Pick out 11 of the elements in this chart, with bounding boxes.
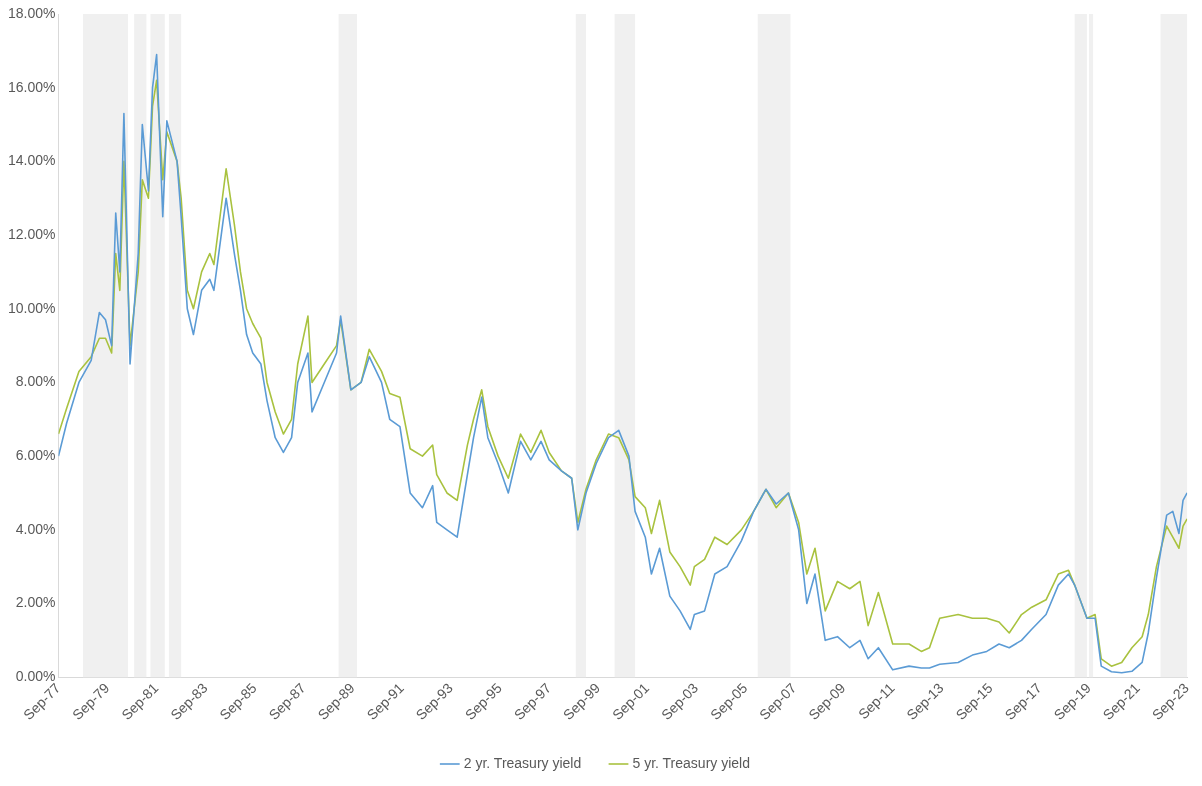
y-tick-label: 18.00% xyxy=(8,4,56,21)
y-tick-label: 2.00% xyxy=(15,594,56,611)
y-tick-label: 4.00% xyxy=(15,520,56,537)
y-tick-label: 8.00% xyxy=(15,373,56,390)
y-tick-label: 16.00% xyxy=(8,78,56,95)
y-tick-label: 14.00% xyxy=(8,152,56,169)
y-tick-label: 6.00% xyxy=(15,446,56,463)
y-tick-label: 10.00% xyxy=(8,299,56,316)
y-tick-label: 12.00% xyxy=(8,225,56,242)
legend-label: 5 yr. Treasury yield xyxy=(632,754,750,771)
legend-label: 2 yr. Treasury yield xyxy=(463,754,582,771)
